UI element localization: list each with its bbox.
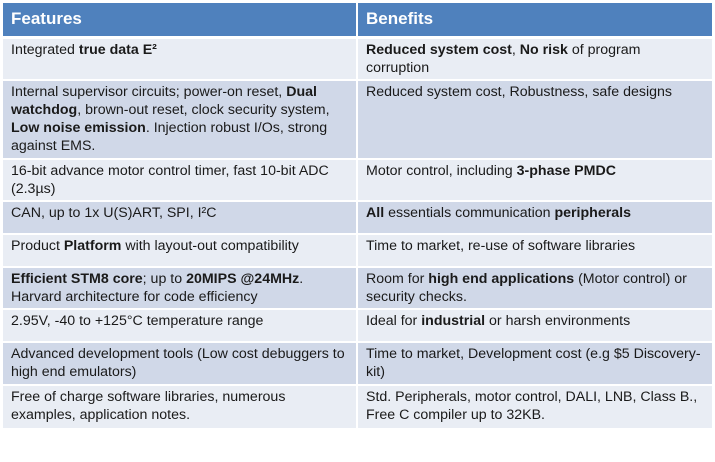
feature-cell: Product Platform with layout-out compati…	[3, 233, 357, 267]
bold-text: high end applications	[428, 271, 575, 287]
benefit-cell: Ideal for industrial or harsh environmen…	[356, 308, 712, 342]
benefit-cell: Room for high end applications (Motor co…	[356, 266, 712, 309]
table-row: 16-bit advance motor control timer, fast…	[3, 158, 712, 201]
text-segment: or harsh environments	[485, 313, 631, 329]
text-segment: Free of charge software libraries, numer…	[11, 389, 286, 423]
feature-cell: 16-bit advance motor control timer, fast…	[3, 158, 357, 201]
table-row: Internal supervisor circuits; power-on r…	[3, 79, 712, 159]
benefit-cell: Reduced system cost, No risk of program …	[356, 36, 712, 80]
benefit-cell: All essentials communication peripherals	[356, 200, 712, 234]
features-benefits-table-container: Features Benefits Integrated true data E…	[3, 3, 712, 428]
features-column-header: Features	[3, 3, 357, 39]
text-segment: Time to market, re-use of software libra…	[366, 238, 636, 254]
bold-text: Platform	[63, 238, 122, 254]
feature-cell: CAN, up to 1x U(S)ART, SPI, I²C	[3, 200, 357, 234]
bold-text: true data E²	[78, 42, 157, 58]
benefit-cell: Time to market, Development cost (e.g $5…	[356, 341, 712, 385]
table-row: Free of charge software libraries, numer…	[3, 384, 712, 428]
text-segment: ; up to	[142, 271, 187, 287]
bold-text: 20MIPS @24MHz	[186, 271, 300, 287]
text-segment: Room for	[366, 271, 429, 287]
text-segment: Std. Peripherals, motor control, DALI, L…	[366, 389, 698, 423]
text-segment: (Motor control) or security checks.	[366, 271, 687, 305]
bold-text: 3-phase PMDC	[516, 163, 616, 179]
table-row: Efficient STM8 core; up to 20MIPS @24MHz…	[3, 266, 712, 309]
table-row: Product Platform with layout-out compati…	[3, 233, 712, 267]
benefit-cell: Reduced system cost, Robustness, safe de…	[356, 79, 712, 159]
bold-text: All	[366, 205, 385, 221]
text-segment: Time to market, Development cost (e.g $5…	[366, 346, 701, 380]
bold-text: Efficient STM8 core	[11, 271, 143, 287]
feature-cell: Advanced development tools (Low cost deb…	[3, 341, 357, 385]
text-segment: 16-bit advance motor control timer, fast…	[11, 163, 329, 197]
feature-cell: Free of charge software libraries, numer…	[3, 384, 357, 428]
bold-text: Reduced system cost	[366, 42, 512, 58]
feature-cell: 2.95V, -40 to +125°C temperature range	[3, 308, 357, 342]
feature-cell: Internal supervisor circuits; power-on r…	[3, 79, 357, 159]
text-segment: Product	[11, 238, 64, 254]
feature-cell: Integrated true data E²	[3, 36, 357, 80]
table-row: Advanced development tools (Low cost deb…	[3, 341, 712, 385]
text-segment: Motor control, including	[366, 163, 517, 179]
text-segment: Reduced system cost, Robustness, safe de…	[366, 84, 672, 100]
bold-text: Dual watchdog	[11, 84, 317, 118]
bold-text: No risk	[519, 42, 568, 58]
text-segment: . Injection robust I/Os, strong against …	[11, 120, 328, 154]
text-segment: Integrated	[11, 42, 79, 58]
bold-text: industrial	[421, 313, 486, 329]
text-segment: Advanced development tools (Low cost deb…	[11, 346, 345, 380]
table-row: Integrated true data E² Reduced system co…	[3, 36, 712, 80]
text-segment: CAN, up to 1x U(S)ART, SPI, I²C	[11, 205, 217, 221]
text-segment: 2.95V, -40 to +125°C temperature range	[11, 313, 264, 329]
text-segment: Ideal for	[366, 313, 422, 329]
feature-cell: Efficient STM8 core; up to 20MIPS @24MHz…	[3, 266, 357, 309]
text-segment: essentials communication	[384, 205, 555, 221]
table-row: 2.95V, -40 to +125°C temperature range Id…	[3, 308, 712, 342]
benefit-cell: Motor control, including 3-phase PMDC	[356, 158, 712, 201]
benefits-column-header: Benefits	[356, 3, 712, 39]
benefit-cell: Time to market, re-use of software libra…	[356, 233, 712, 267]
text-segment: . Harvard architecture for code efficien…	[11, 271, 304, 305]
bold-text: peripherals	[554, 205, 631, 221]
benefit-cell: Std. Peripherals, motor control, DALI, L…	[356, 384, 712, 428]
table-body: Integrated true data E² Reduced system co…	[3, 36, 712, 428]
table-row: CAN, up to 1x U(S)ART, SPI, I²C All essen…	[3, 200, 712, 234]
features-benefits-table: Features Benefits Integrated true data E…	[3, 3, 712, 428]
text-segment: , brown-out reset, clock security system…	[77, 102, 330, 118]
bold-text: Low noise emission	[11, 120, 146, 136]
text-segment: ,	[511, 42, 520, 58]
table-header-row: Features Benefits	[3, 3, 712, 39]
text-segment: of program corruption	[366, 42, 641, 76]
text-segment: with layout-out compatibility	[121, 238, 299, 254]
text-segment: Internal supervisor circuits; power-on r…	[11, 84, 287, 100]
